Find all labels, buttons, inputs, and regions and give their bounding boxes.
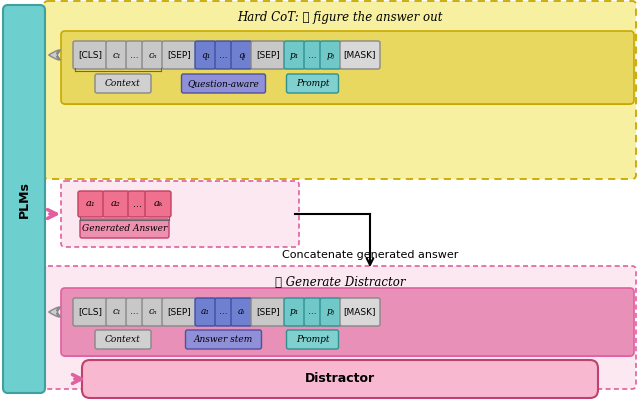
FancyBboxPatch shape xyxy=(162,41,196,69)
FancyBboxPatch shape xyxy=(44,1,636,179)
FancyBboxPatch shape xyxy=(287,74,339,93)
FancyBboxPatch shape xyxy=(73,298,107,326)
Text: p₁: p₁ xyxy=(290,308,299,316)
Text: q₁: q₁ xyxy=(201,50,210,60)
FancyBboxPatch shape xyxy=(251,41,285,69)
FancyBboxPatch shape xyxy=(103,191,129,217)
FancyBboxPatch shape xyxy=(63,33,632,104)
FancyBboxPatch shape xyxy=(186,330,262,349)
FancyBboxPatch shape xyxy=(287,330,339,349)
FancyBboxPatch shape xyxy=(340,298,380,326)
FancyBboxPatch shape xyxy=(304,41,321,69)
FancyBboxPatch shape xyxy=(142,41,163,69)
FancyBboxPatch shape xyxy=(215,298,232,326)
FancyBboxPatch shape xyxy=(320,298,341,326)
FancyBboxPatch shape xyxy=(340,41,380,69)
Text: Concatenate generated answer: Concatenate generated answer xyxy=(282,250,458,260)
Text: c₁: c₁ xyxy=(112,50,121,60)
FancyBboxPatch shape xyxy=(3,5,45,393)
FancyBboxPatch shape xyxy=(95,330,151,349)
Text: ...: ... xyxy=(130,308,139,316)
FancyBboxPatch shape xyxy=(320,41,341,69)
FancyBboxPatch shape xyxy=(62,32,633,104)
Text: cₙ: cₙ xyxy=(148,308,157,316)
Text: [MASK]: [MASK] xyxy=(344,50,376,60)
Text: ② Generate Distractor: ② Generate Distractor xyxy=(275,276,405,288)
FancyBboxPatch shape xyxy=(63,290,632,356)
FancyBboxPatch shape xyxy=(284,41,305,69)
Text: ...: ... xyxy=(219,308,228,316)
Text: Prompt: Prompt xyxy=(296,79,329,88)
Text: a₁: a₁ xyxy=(86,200,96,208)
Text: ...: ... xyxy=(308,50,317,60)
Text: ...: ... xyxy=(130,50,139,60)
FancyBboxPatch shape xyxy=(126,41,143,69)
Text: p₁: p₁ xyxy=(290,50,299,60)
FancyBboxPatch shape xyxy=(195,41,216,69)
Text: Context: Context xyxy=(105,79,141,88)
FancyBboxPatch shape xyxy=(44,266,636,389)
Text: a₁: a₁ xyxy=(201,308,210,316)
Text: Distractor: Distractor xyxy=(305,372,375,386)
FancyBboxPatch shape xyxy=(73,41,107,69)
Text: qᵢ: qᵢ xyxy=(237,50,245,60)
Text: ...: ... xyxy=(308,308,317,316)
FancyBboxPatch shape xyxy=(61,288,634,356)
Text: [MASK]: [MASK] xyxy=(344,308,376,316)
Text: Context: Context xyxy=(105,335,141,344)
Text: a₂: a₂ xyxy=(111,200,121,208)
Text: [CLS]: [CLS] xyxy=(78,50,102,60)
Text: Prompt: Prompt xyxy=(296,335,329,344)
FancyBboxPatch shape xyxy=(106,298,127,326)
FancyBboxPatch shape xyxy=(95,74,151,93)
FancyBboxPatch shape xyxy=(215,41,232,69)
FancyBboxPatch shape xyxy=(128,191,146,217)
Text: PLMs: PLMs xyxy=(17,182,31,218)
Text: ...: ... xyxy=(132,199,141,209)
Text: pⱼ: pⱼ xyxy=(326,308,335,316)
FancyBboxPatch shape xyxy=(251,298,285,326)
Text: pⱼ: pⱼ xyxy=(326,50,335,60)
Text: [SEP]: [SEP] xyxy=(256,308,280,316)
FancyBboxPatch shape xyxy=(284,298,305,326)
Text: Hard CoT: ① figure the answer out: Hard CoT: ① figure the answer out xyxy=(237,12,443,24)
Text: [CLS]: [CLS] xyxy=(78,308,102,316)
Text: Generated Answer: Generated Answer xyxy=(82,224,167,233)
FancyBboxPatch shape xyxy=(78,191,104,217)
FancyBboxPatch shape xyxy=(62,289,633,356)
Text: [SEP]: [SEP] xyxy=(256,50,280,60)
FancyBboxPatch shape xyxy=(106,41,127,69)
FancyBboxPatch shape xyxy=(195,298,216,326)
FancyBboxPatch shape xyxy=(145,191,171,217)
Text: ...: ... xyxy=(219,50,228,60)
FancyBboxPatch shape xyxy=(231,298,252,326)
FancyBboxPatch shape xyxy=(304,298,321,326)
FancyBboxPatch shape xyxy=(231,41,252,69)
FancyBboxPatch shape xyxy=(182,74,266,93)
Text: Answer stem: Answer stem xyxy=(194,335,253,344)
FancyBboxPatch shape xyxy=(61,181,299,247)
FancyBboxPatch shape xyxy=(162,298,196,326)
FancyBboxPatch shape xyxy=(142,298,163,326)
Text: aᵢ: aᵢ xyxy=(238,308,245,316)
Text: [SEP]: [SEP] xyxy=(167,308,191,316)
Text: aₖ: aₖ xyxy=(154,200,163,208)
FancyBboxPatch shape xyxy=(126,298,143,326)
Text: cₙ: cₙ xyxy=(148,50,157,60)
Text: c₁: c₁ xyxy=(112,308,121,316)
Text: [SEP]: [SEP] xyxy=(167,50,191,60)
Text: Question-aware: Question-aware xyxy=(188,79,259,88)
FancyBboxPatch shape xyxy=(61,31,634,104)
FancyBboxPatch shape xyxy=(80,219,169,238)
FancyBboxPatch shape xyxy=(82,360,598,398)
